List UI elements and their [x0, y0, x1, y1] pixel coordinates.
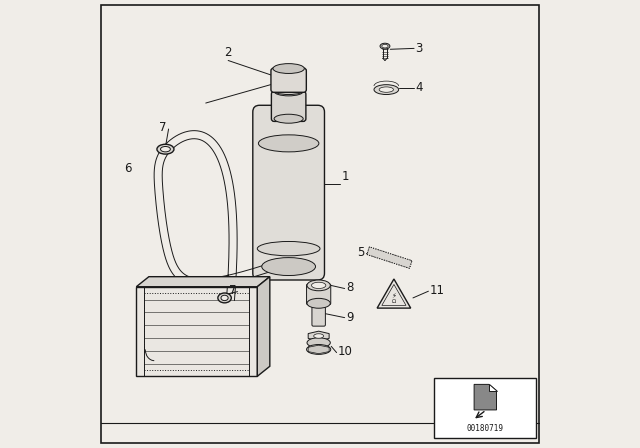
Bar [136, 287, 257, 376]
Ellipse shape [257, 241, 320, 256]
Text: 2: 2 [225, 46, 232, 59]
Ellipse shape [382, 44, 388, 48]
FancyBboxPatch shape [312, 301, 325, 326]
Ellipse shape [274, 114, 303, 123]
Text: 10: 10 [338, 345, 353, 358]
Text: 11: 11 [430, 284, 445, 297]
Ellipse shape [218, 293, 231, 303]
Text: 7: 7 [159, 121, 167, 134]
Ellipse shape [161, 146, 170, 152]
FancyBboxPatch shape [253, 105, 324, 280]
Ellipse shape [380, 43, 390, 49]
FancyBboxPatch shape [271, 91, 306, 121]
Ellipse shape [273, 64, 305, 73]
Polygon shape [257, 277, 270, 376]
Ellipse shape [379, 87, 394, 92]
Polygon shape [489, 384, 497, 391]
Polygon shape [377, 279, 411, 308]
Ellipse shape [314, 334, 324, 338]
Polygon shape [308, 331, 329, 341]
Ellipse shape [307, 345, 331, 354]
Ellipse shape [307, 338, 330, 348]
Ellipse shape [259, 135, 319, 152]
Ellipse shape [312, 282, 326, 289]
Polygon shape [474, 384, 497, 410]
Text: 7: 7 [228, 284, 236, 297]
FancyBboxPatch shape [307, 284, 331, 305]
Ellipse shape [307, 280, 330, 291]
Text: Ω: Ω [392, 299, 396, 304]
Text: 6: 6 [125, 161, 132, 175]
Text: 4: 4 [415, 81, 422, 95]
Text: 9: 9 [346, 310, 353, 324]
Text: 00180719: 00180719 [467, 424, 504, 433]
Ellipse shape [157, 144, 174, 154]
Ellipse shape [274, 87, 303, 96]
Text: 8: 8 [346, 281, 353, 294]
Bar [435, 378, 536, 438]
Polygon shape [367, 247, 412, 268]
Ellipse shape [307, 298, 330, 308]
Bar [145, 293, 249, 370]
Text: ⚡: ⚡ [392, 293, 396, 299]
Ellipse shape [262, 258, 316, 276]
Ellipse shape [374, 85, 399, 95]
Polygon shape [136, 277, 270, 287]
Ellipse shape [272, 85, 305, 95]
FancyBboxPatch shape [271, 68, 307, 92]
Ellipse shape [221, 295, 228, 301]
Text: 1: 1 [342, 170, 349, 183]
Text: 3: 3 [415, 42, 422, 55]
Text: 5: 5 [357, 246, 365, 259]
